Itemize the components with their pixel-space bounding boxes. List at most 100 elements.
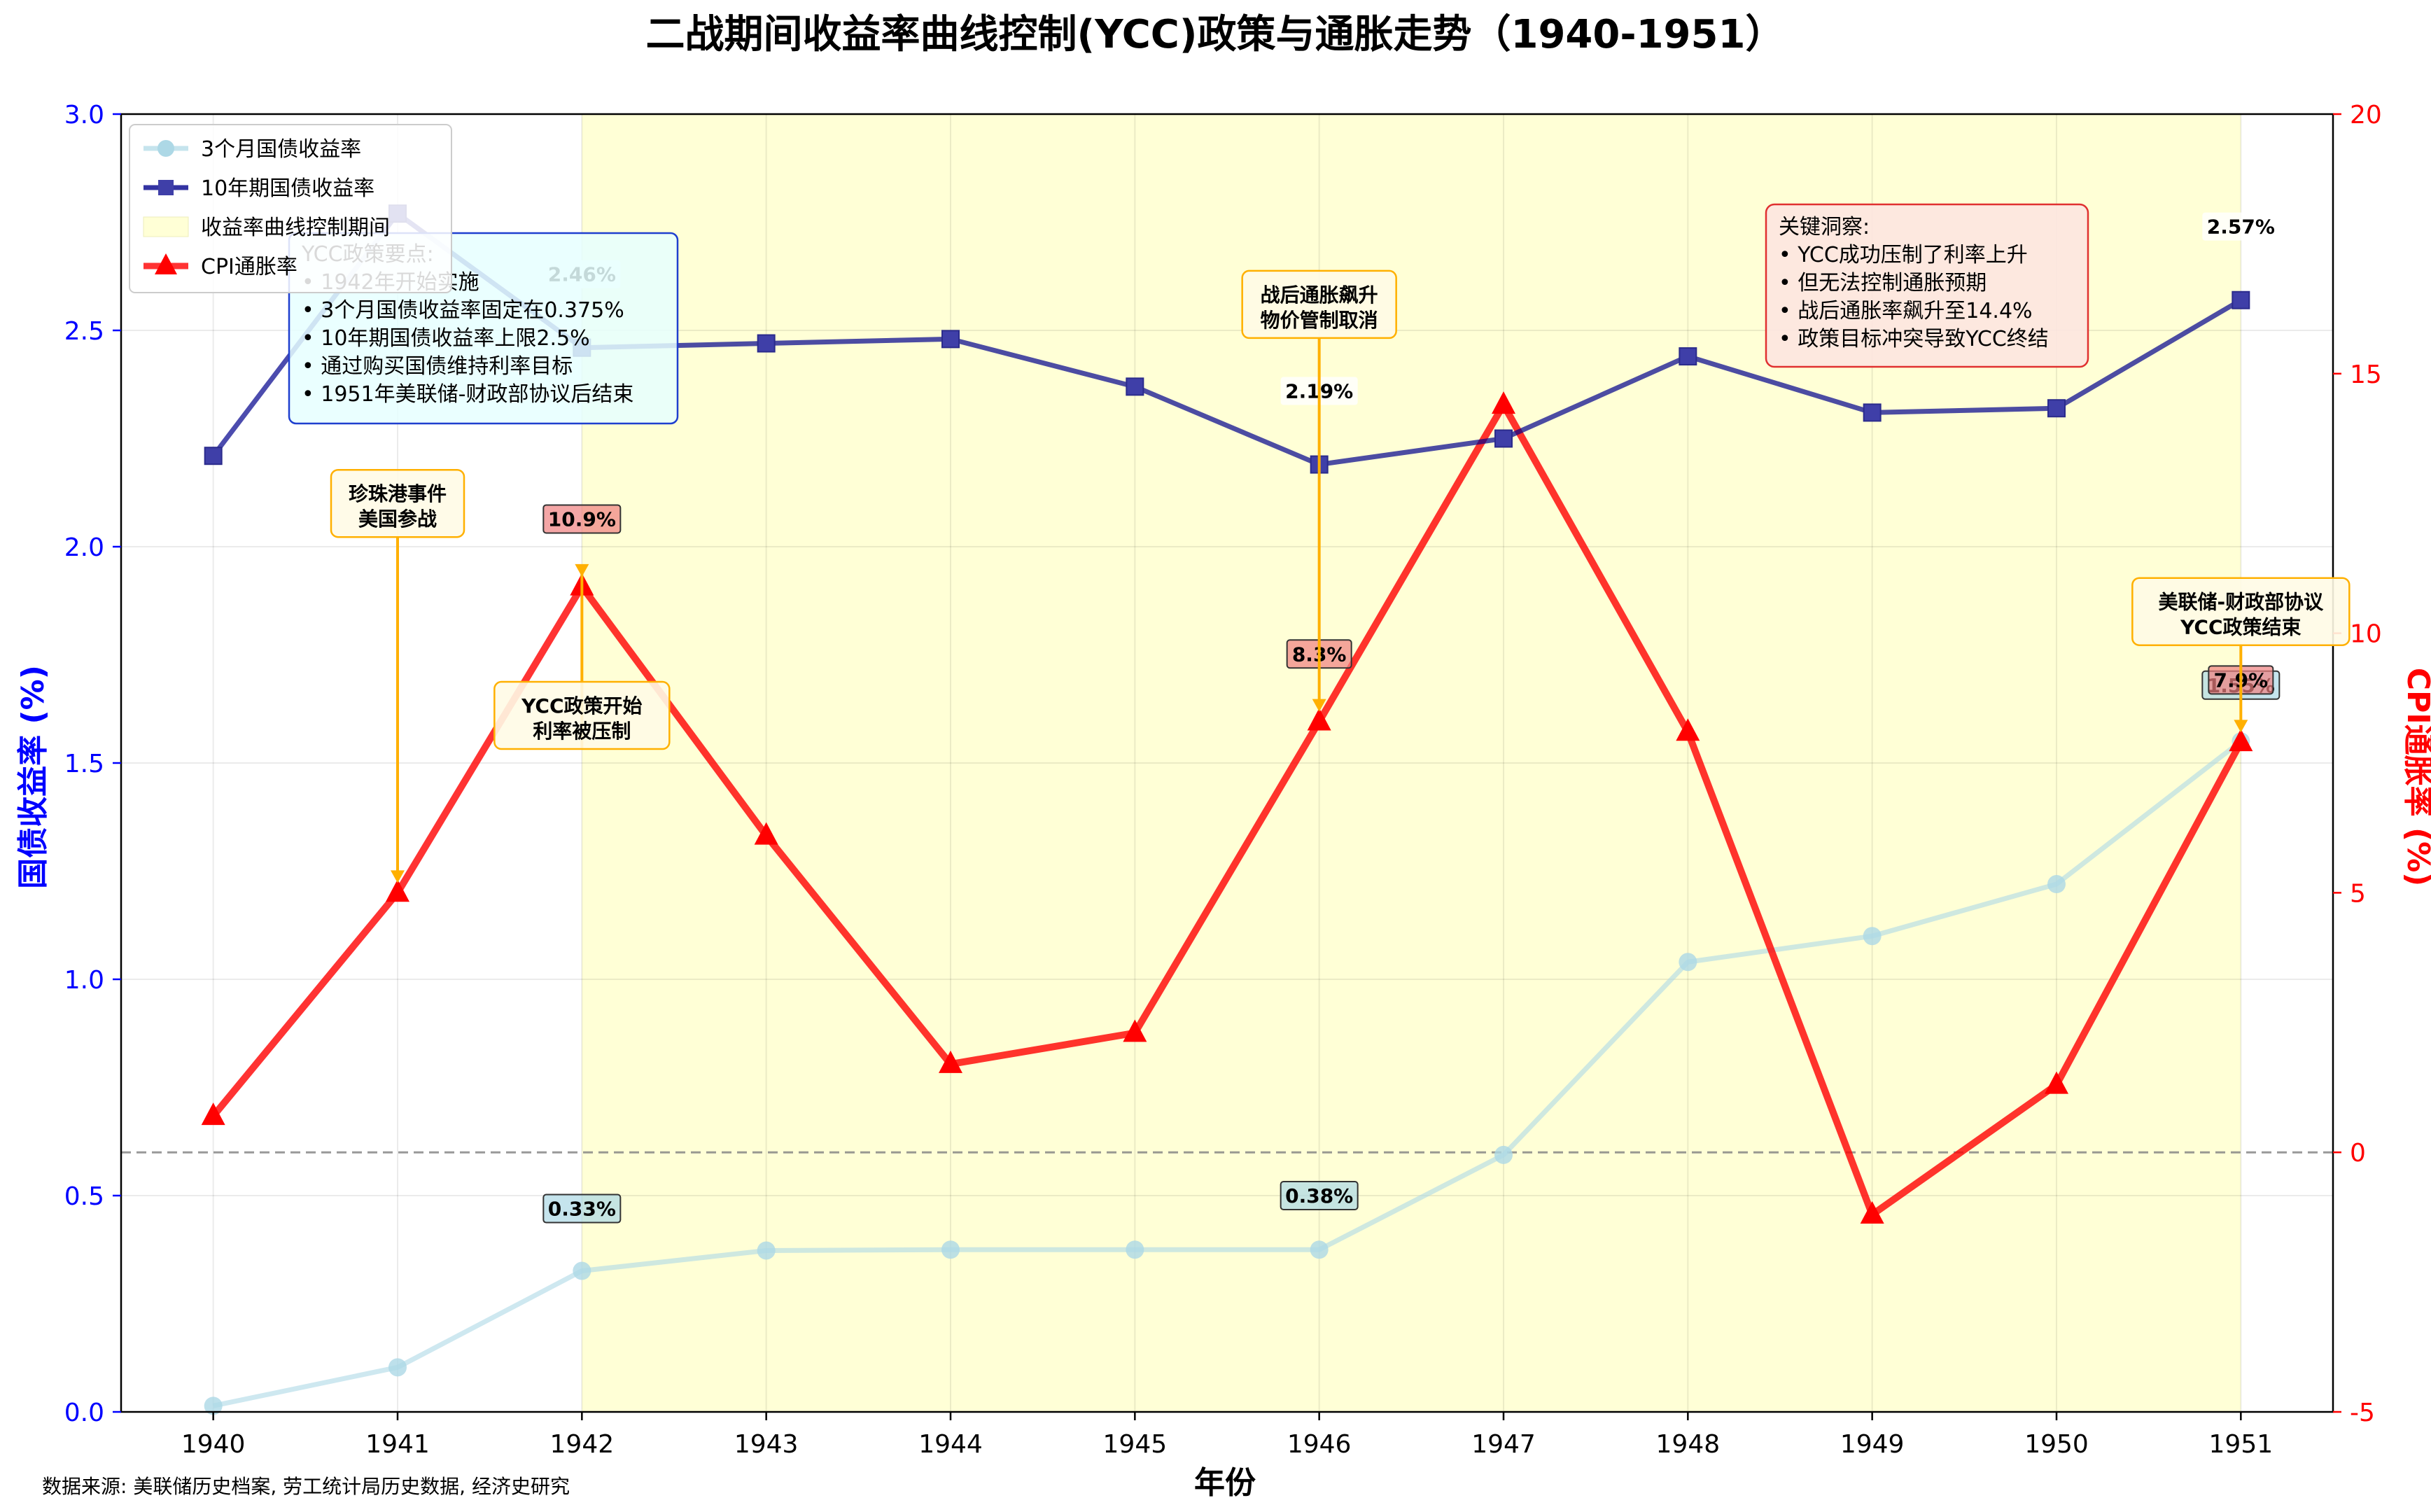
event-text: 利率被压制 — [533, 720, 631, 743]
data-point — [754, 822, 778, 845]
event-arrow-head — [1312, 699, 1326, 712]
event-arrow-head — [575, 564, 589, 577]
data-point — [204, 1396, 223, 1415]
data-point — [1863, 403, 1882, 422]
event-box — [1241, 270, 1397, 340]
data-point — [573, 1261, 591, 1280]
legend-item: 10年期国债收益率 — [143, 176, 374, 201]
x-tick-label: 1948 — [1656, 1430, 1721, 1459]
y-left-tick-label: 3.0 — [64, 101, 104, 130]
value-label-text: 2.57% — [2207, 216, 2275, 239]
insight-box-line: • 政策目标冲突导致YCC终结 — [1779, 327, 2049, 351]
y-right-tick-label: 5 — [2350, 879, 2366, 908]
data-point — [1126, 1240, 1144, 1259]
x-tick-label: 1941 — [365, 1430, 430, 1459]
event-box — [493, 680, 671, 750]
y-left-tick-label: 1.5 — [64, 750, 104, 778]
value-label-box — [542, 1194, 622, 1224]
series-line — [212, 739, 2243, 1408]
y-left-tick-label: 2.0 — [64, 533, 104, 562]
data-point — [201, 1102, 225, 1126]
event-text: 物价管制取消 — [1261, 309, 1378, 332]
legend-swatch — [143, 216, 189, 237]
event-arrow-head — [391, 870, 405, 883]
data-point — [386, 879, 409, 902]
x-tick-label: 1944 — [918, 1430, 983, 1459]
value-label-text: 0.38% — [1285, 1184, 1353, 1208]
data-point — [2047, 399, 2066, 418]
event-box — [2131, 577, 2351, 646]
insight-box: 关键洞察: • YCC成功压制了利率上升 • 但无法控制通胀预期 • 战后通胀率飙升至… — [1765, 203, 2089, 368]
data-point — [757, 334, 776, 353]
legend-item: 收益率曲线控制期间 — [143, 216, 390, 240]
y-right-tick-label: -5 — [2350, 1399, 2375, 1427]
data-point — [757, 1241, 776, 1260]
policy-box-line: • 3个月国债收益率固定在0.375% — [302, 298, 624, 323]
value-label-text: 0.33% — [548, 1198, 616, 1221]
policy-box-line: • 通过购买国债维持利率目标 — [302, 354, 573, 379]
chart-title: 二战期间收益率曲线控制(YCC)政策与通胀走势（1940-1951） — [646, 12, 1785, 57]
legend-label: 10年期国债收益率 — [201, 176, 374, 201]
data-point — [1679, 953, 1697, 972]
insight-box-line: • YCC成功压制了利率上升 — [1779, 243, 2028, 267]
y-left-tick-label: 1.0 — [64, 966, 104, 995]
x-tick-label: 1946 — [1287, 1430, 1352, 1459]
y-right-tick-label: 15 — [2350, 360, 2382, 389]
data-point — [939, 1050, 962, 1073]
x-tick-label: 1942 — [550, 1430, 615, 1459]
value-label-text: 10.9% — [548, 507, 616, 531]
x-tick-label: 1950 — [2024, 1430, 2089, 1459]
policy-box-line: • 1951年美联储-财政部协议后结束 — [302, 382, 633, 407]
x-tick-label: 1940 — [181, 1430, 246, 1459]
value-label: 10.9% — [542, 504, 622, 534]
data-point — [1126, 377, 1144, 396]
legend-marker — [155, 253, 177, 274]
event-text: 珍珠港事件 — [349, 482, 447, 505]
data-point — [2045, 1071, 2068, 1094]
x-tick-label: 1945 — [1103, 1430, 1168, 1459]
insight-box-line: • 但无法控制通胀预期 — [1779, 271, 1987, 295]
event-arrow-head — [2234, 720, 2248, 733]
data-point — [1310, 1240, 1329, 1259]
legend-item: CPI通胀率 — [143, 253, 297, 279]
y-axis-left-label: 国债收益率 (%) — [15, 665, 51, 889]
source-note: 数据来源: 美联储历史档案, 劳工统计局历史数据, 经济史研究 — [42, 1475, 570, 1498]
event-text: 美联储-财政部协议 — [2159, 591, 2325, 614]
data-point — [941, 1240, 960, 1259]
data-point — [204, 447, 223, 465]
data-point — [1860, 1200, 1884, 1224]
data-point — [388, 1358, 407, 1377]
event-box — [330, 468, 465, 538]
insight-box-frame — [1765, 203, 2089, 368]
legend-frame — [129, 124, 452, 293]
data-point — [1676, 718, 1700, 741]
event-text: YCC政策开始 — [521, 694, 642, 718]
y-left-tick-label: 0.5 — [64, 1182, 104, 1211]
y-right-tick-label: 0 — [2350, 1139, 2366, 1168]
event-text: 战后通胀飙升 — [1261, 284, 1378, 307]
x-axis-label: 年份 — [1194, 1465, 1256, 1501]
data-point — [1123, 1019, 1147, 1042]
event-text: 美国参战 — [358, 507, 437, 531]
data-point — [2232, 290, 2250, 309]
legend-label: 3个月国债收益率 — [201, 137, 361, 162]
series-triangle — [201, 391, 2253, 1224]
value-label-box — [1280, 1181, 1359, 1210]
data-point — [1492, 391, 1515, 414]
policy-box-line: • 10年期国债收益率上限2.5% — [302, 326, 590, 351]
x-tick-label: 1951 — [2209, 1430, 2274, 1459]
x-tick-label: 1947 — [1471, 1430, 1536, 1459]
data-point — [1863, 927, 1882, 946]
y-left-tick-label: 0.0 — [64, 1399, 104, 1427]
data-point — [2229, 729, 2253, 752]
insight-box-line: • 战后通胀率飙升至14.4% — [1779, 299, 2033, 323]
series-circle — [204, 732, 2250, 1415]
data-point — [1494, 429, 1513, 448]
legend-item: 3个月国债收益率 — [143, 137, 361, 162]
value-label: 0.33% — [542, 1194, 622, 1224]
